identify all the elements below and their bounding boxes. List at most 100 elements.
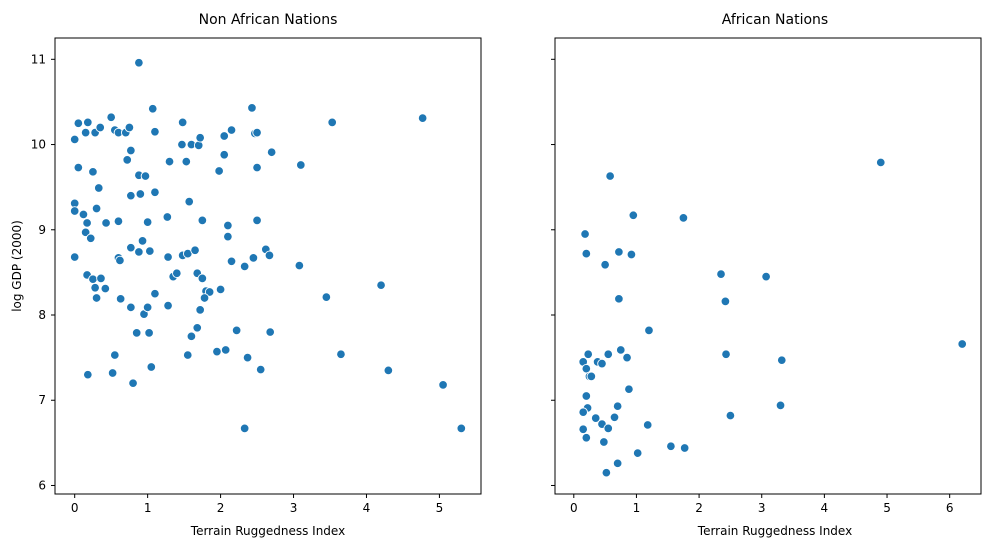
x-tick-label-right-4: 4 [821,501,829,515]
y-ticks-left: 6 7 8 9 10 11 [31,52,55,492]
data-point-right-32 [603,423,614,434]
data-point-left-108 [220,345,231,355]
data-point-left-28 [122,155,132,165]
data-point-right-11 [720,296,731,307]
data-point-left-13 [150,127,160,137]
x-tick-label-right-2: 2 [695,501,703,515]
data-point-right-22 [777,355,787,365]
data-point-right-38 [775,400,786,411]
data-point-right-26 [586,371,597,382]
data-point-left-55 [214,166,224,176]
data-point-left-118 [239,423,250,434]
data-point-left-114 [146,362,157,372]
data-point-left-116 [383,365,394,376]
data-point-left-18 [195,132,205,143]
data-point-left-69 [137,236,148,246]
data-point-left-57 [223,231,233,242]
x-tick-label-left-0: 0 [71,501,79,515]
data-point-right-8 [600,259,610,270]
data-point-right-20 [622,352,632,363]
y-tick-label-2: 8 [38,308,46,322]
data-point-left-39 [69,206,80,216]
data-point-right-12 [614,294,624,304]
data-point-left-96 [199,293,210,303]
data-point-left-102 [192,323,202,333]
x-ticks-left: 0 1 2 3 4 5 [71,494,443,515]
data-point-left-45 [94,183,104,193]
data-point-left-17 [193,140,204,151]
data-point-left-11 [134,57,144,68]
data-point-left-97 [321,292,332,302]
data-point-right-27 [581,391,592,401]
data-point-right-9 [716,269,726,279]
data-point-left-115 [255,364,266,375]
data-point-right-18 [603,349,614,359]
y-ticks-right [551,58,555,486]
data-point-left-73 [172,268,182,278]
data-point-right-39 [578,424,588,434]
data-point-left-56 [223,220,233,231]
data-point-right-4 [580,229,590,239]
data-point-right-13 [644,325,654,336]
data-point-right-1 [876,157,886,168]
data-point-left-47 [113,216,124,227]
data-point-left-59 [69,252,80,262]
data-point-right-45 [666,441,676,452]
data-point-left-41 [80,227,91,238]
data-point-left-86 [264,250,275,261]
x-tick-label-left-3: 3 [290,501,298,515]
data-point-right-3 [678,213,689,223]
data-point-left-14 [177,117,188,128]
x-tick-label-right-3: 3 [758,501,766,515]
x-axis-label-left: Terrain Ruggedness Index [190,524,345,538]
data-point-right-36 [642,420,653,430]
data-point-left-51 [150,187,160,198]
data-point-right-33 [609,412,620,423]
data-point-left-92 [142,302,153,313]
data-point-left-119 [456,423,467,434]
data-point-left-63 [96,273,106,284]
data-point-right-6 [614,247,624,257]
data-point-left-112 [107,368,118,378]
data-point-left-2 [80,127,91,138]
data-point-right-29 [578,407,588,417]
data-point-left-109 [242,352,253,363]
x-axis-label-right: Terrain Ruggedness Index [697,524,852,538]
data-point-left-1 [73,118,84,128]
data-point-left-89 [115,294,126,304]
data-point-left-34 [219,150,229,160]
panel-non-african: Non African Nations Terrain Ruggedness I… [10,12,482,538]
data-point-left-27 [88,167,98,177]
chart-title-left: Non African Nations [199,12,338,28]
y-tick-label-0: 6 [38,478,46,492]
y-axis-label: log GDP (2000) [10,220,24,312]
data-point-right-43 [612,458,623,469]
data-point-left-26 [73,162,84,173]
data-point-right-5 [581,248,592,259]
data-point-right-7 [626,249,637,260]
data-point-left-20 [226,125,237,135]
x-tick-label-right-6: 6 [946,501,954,515]
data-point-right-40 [581,432,592,443]
data-point-left-90 [126,302,136,313]
data-point-left-87 [294,260,305,271]
data-point-right-35 [624,384,634,394]
data-point-left-0 [69,134,80,145]
x-ticks-right: 0 1 2 3 4 5 6 [570,494,954,515]
data-point-right-19 [616,345,626,355]
data-point-left-49 [135,189,146,199]
x-tick-label-left-4: 4 [363,501,371,515]
data-point-left-53 [184,196,194,207]
data-point-left-88 [91,293,102,303]
data-point-left-46 [101,218,111,228]
data-point-left-3 [83,117,93,128]
data-point-right-15 [583,349,593,359]
y-tick-label-5: 11 [31,52,46,66]
data-point-left-23 [252,127,262,138]
data-point-left-50 [142,217,153,227]
x-tick-label-right-1: 1 [633,501,641,515]
data-point-left-31 [140,171,151,181]
data-point-left-95 [195,305,205,315]
axes-frame-right [554,37,982,495]
